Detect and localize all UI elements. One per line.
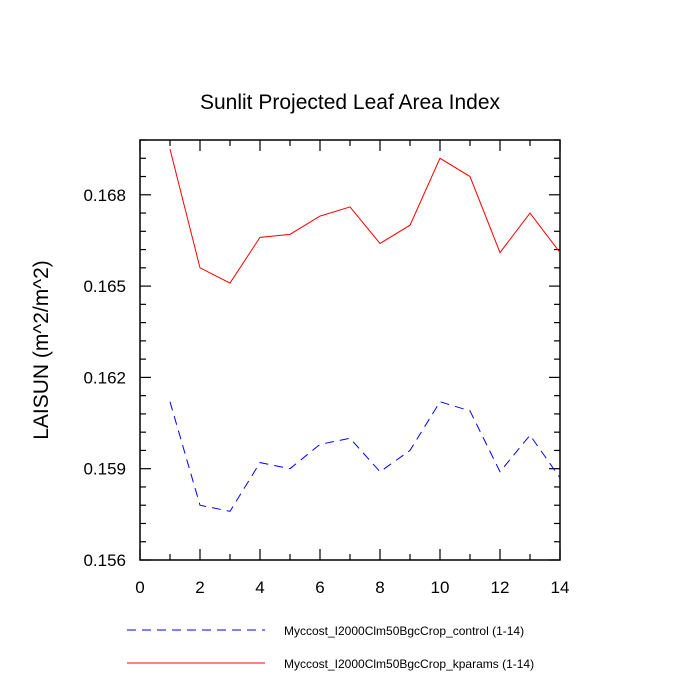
x-tick-label: 10: [431, 578, 450, 597]
y-tick-label: 0.162: [83, 368, 126, 387]
x-tick-label: 2: [195, 578, 204, 597]
legend: Myccost_I2000Clm50BgcCrop_control (1-14)…: [127, 624, 534, 671]
x-tick-label: 0: [135, 578, 144, 597]
y-tick-label: 0.159: [83, 460, 126, 479]
legend-label: Myccost_I2000Clm50BgcCrop_control (1-14): [284, 624, 524, 638]
x-tick-label: 12: [491, 578, 510, 597]
data-point: [529, 434, 532, 437]
series-line-kparams: [169, 149, 561, 284]
chart-title: Sunlit Projected Leaf Area Index: [200, 91, 501, 114]
x-tick-label: 6: [315, 578, 324, 597]
x-tick-label: 14: [551, 578, 570, 597]
y-tick-label: 0.156: [83, 551, 126, 570]
plot-frame: [139, 139, 561, 561]
data-point: [349, 437, 352, 440]
y-tick-label: 0.168: [83, 186, 126, 205]
y-tick-label: 0.165: [83, 277, 126, 296]
legend-label: Myccost_I2000Clm50BgcCrop_kparams (1-14): [284, 657, 534, 671]
x-tick-label: 8: [375, 578, 384, 597]
x-tick-label: 4: [255, 578, 264, 597]
series-line-control: [169, 401, 561, 512]
y-axis-label: LAISUN (m^2/m^2): [30, 260, 53, 440]
plot-area: 0 2 4 6 8 10 12 14 0.156 0.159 0.162 0.165 0.168: [83, 139, 570, 597]
